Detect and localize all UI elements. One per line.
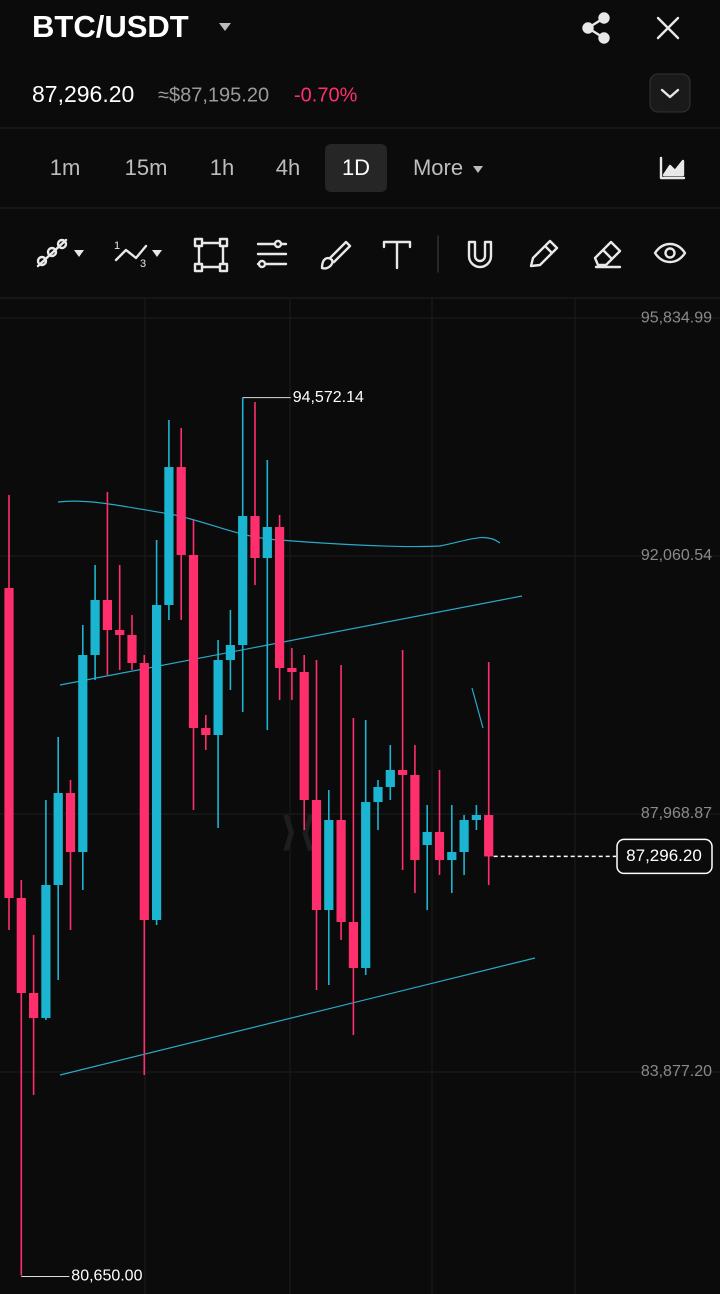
candle-body bbox=[373, 787, 383, 803]
candle-body bbox=[65, 793, 76, 853]
candle-body bbox=[102, 600, 112, 631]
expand-button[interactable] bbox=[649, 73, 691, 113]
shape-tool[interactable] bbox=[193, 237, 229, 273]
eraser-tool[interactable] bbox=[593, 240, 622, 269]
symbol[interactable]: BTC/USDT bbox=[32, 9, 189, 44]
candle-body bbox=[385, 769, 395, 788]
candle-body bbox=[4, 588, 14, 898]
brush-tool[interactable] bbox=[320, 240, 352, 270]
candle-body bbox=[287, 667, 297, 673]
timeframe-selected bbox=[325, 144, 387, 192]
timeframe-tab[interactable]: 1h bbox=[210, 155, 234, 180]
last-price-label: 87,296.20 bbox=[626, 846, 702, 865]
timeframe-tab[interactable]: More bbox=[413, 155, 463, 180]
candle-body bbox=[484, 815, 494, 857]
candle-body bbox=[213, 660, 223, 735]
watermark: ⟩⟨ bbox=[280, 811, 317, 855]
fib-tool[interactable] bbox=[256, 239, 288, 269]
candle-body bbox=[201, 728, 211, 735]
candle-body bbox=[398, 769, 408, 775]
candle-body bbox=[188, 554, 199, 729]
drawing bbox=[471, 687, 484, 729]
wave-tool[interactable] bbox=[114, 244, 162, 262]
candle-body bbox=[53, 793, 63, 885]
candle-body bbox=[41, 884, 51, 1018]
candle-body bbox=[152, 604, 162, 920]
last-price: 87,296.20 bbox=[32, 81, 134, 107]
candle-body bbox=[447, 852, 457, 861]
candle-body bbox=[434, 831, 445, 861]
more-dropdown bbox=[473, 166, 483, 173]
candle-body bbox=[115, 630, 125, 636]
candle-body bbox=[225, 645, 235, 661]
indicators bbox=[57, 500, 536, 1076]
candle-body bbox=[275, 526, 285, 668]
high-label: 94,572.14 bbox=[293, 389, 364, 406]
candle-body bbox=[238, 516, 248, 646]
timeframe-tab[interactable]: 4h bbox=[276, 155, 300, 180]
candle-body bbox=[250, 516, 260, 559]
y-tick-label: 95,834.99 bbox=[641, 309, 712, 326]
timeframe-tab[interactable]: 1m bbox=[50, 155, 81, 180]
share-button[interactable] bbox=[582, 12, 610, 44]
candle-body bbox=[361, 802, 371, 968]
candle-body bbox=[29, 992, 39, 1018]
candle-body bbox=[164, 467, 174, 605]
timeframe-bar: 1m 15m 1h 4h 1D More bbox=[50, 144, 483, 192]
pencil-tool[interactable] bbox=[529, 239, 559, 268]
grid bbox=[0, 298, 720, 1294]
usd-price: ≈$87,195.20 bbox=[158, 84, 269, 106]
candle-body bbox=[410, 774, 420, 861]
candle-body bbox=[324, 819, 334, 911]
candle-body bbox=[471, 815, 481, 820]
chart-type-button[interactable] bbox=[659, 156, 686, 180]
channel-lower bbox=[59, 957, 536, 1076]
drawing-toolbar bbox=[36, 235, 687, 273]
candle-body bbox=[176, 467, 186, 555]
close-button[interactable] bbox=[656, 16, 680, 40]
symbol-dropdown[interactable] bbox=[219, 23, 231, 31]
text-tool[interactable] bbox=[382, 240, 412, 270]
candle-body bbox=[16, 897, 26, 993]
wave-tool-badge: 1 bbox=[114, 240, 120, 252]
candle-body bbox=[78, 654, 88, 853]
candle-body bbox=[262, 526, 272, 559]
candle-body bbox=[139, 662, 149, 920]
trendline-tool[interactable] bbox=[36, 238, 84, 268]
candle-body bbox=[90, 600, 100, 655]
expand-chevron bbox=[660, 88, 680, 99]
candle-body bbox=[127, 635, 137, 663]
y-tick-label: 92,060.54 bbox=[641, 547, 712, 564]
candle-body bbox=[459, 819, 469, 853]
candle-body bbox=[336, 819, 346, 923]
visibility-tool[interactable] bbox=[653, 242, 687, 264]
candles bbox=[4, 397, 494, 1276]
magnet-tool[interactable] bbox=[467, 240, 493, 269]
last-price-box bbox=[616, 838, 713, 875]
price-change: -0.70% bbox=[294, 84, 358, 106]
candle-body bbox=[299, 672, 309, 801]
timeframe-tab[interactable]: 15m bbox=[125, 155, 168, 180]
y-tick-label: 87,968.87 bbox=[641, 805, 712, 822]
timeframe-tab[interactable]: 1D bbox=[342, 155, 370, 180]
channel-upper bbox=[59, 595, 523, 686]
candle-body bbox=[311, 800, 322, 911]
wave-tool-badge: 3 bbox=[140, 258, 146, 270]
low-label: 80,650.00 bbox=[71, 1268, 142, 1285]
candle-body bbox=[348, 922, 358, 968]
candle-body bbox=[422, 831, 432, 846]
y-tick-label: 83,877.20 bbox=[641, 1063, 712, 1080]
